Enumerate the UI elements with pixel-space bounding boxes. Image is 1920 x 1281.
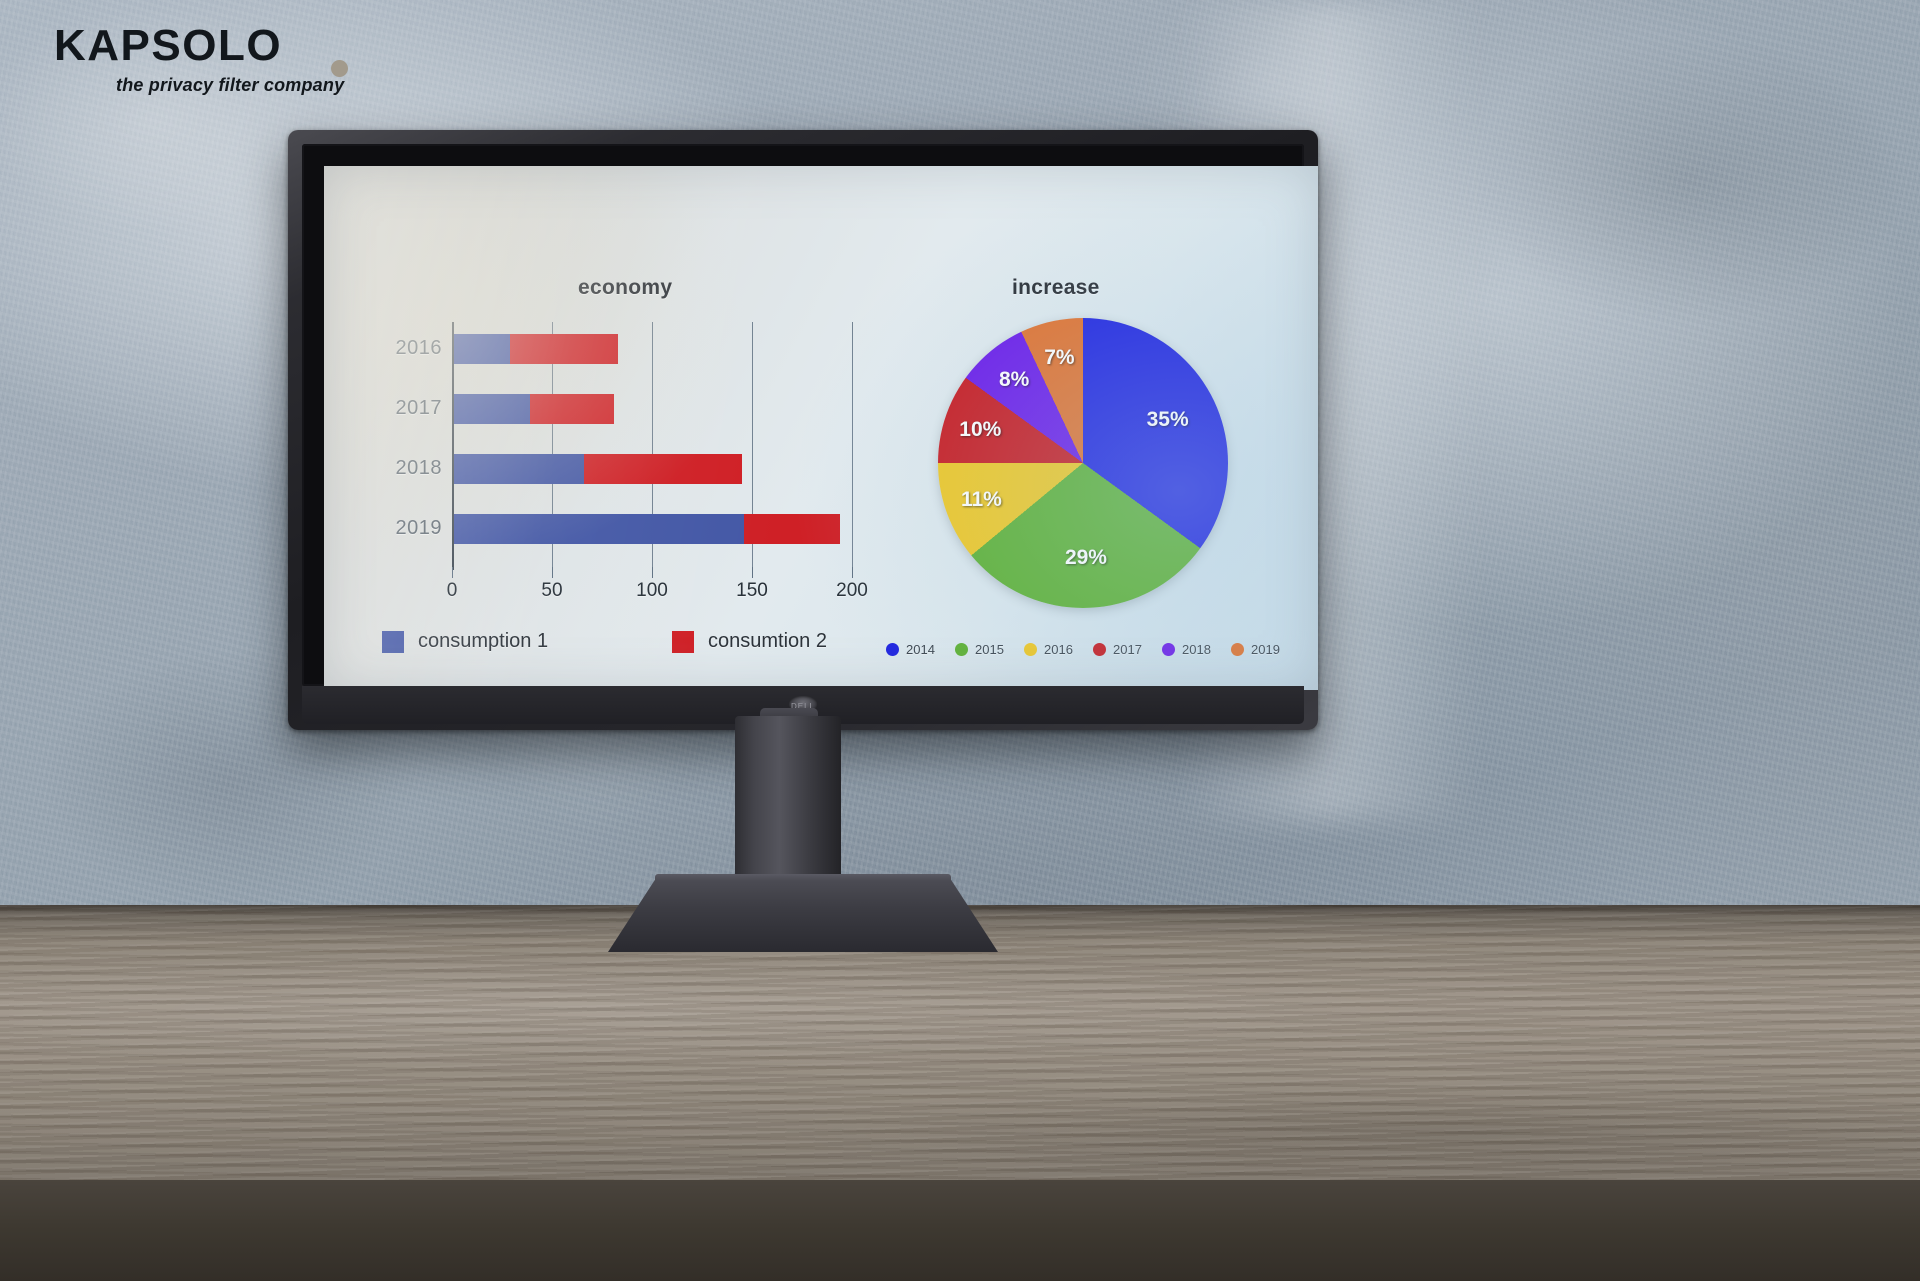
bar-segment-series-2 (510, 334, 618, 364)
pie-chart-legend: 2014 2015 2016 2017 2018 2019 (886, 642, 1306, 664)
table-front-face (0, 1180, 1920, 1281)
pie-legend-item[interactable]: 2019 (1231, 642, 1280, 657)
bar-chart-category-label: 2018 (395, 457, 442, 479)
pie-legend-item[interactable]: 2014 (886, 642, 935, 657)
monitor-bezel-inner: economy 0 50 100 150 200 2016 2017 2018 2019 con… (302, 144, 1318, 690)
bar-chart-gridline (552, 322, 553, 567)
bar-segment-series-1 (454, 514, 744, 544)
bar-chart-legend: consumption 1 consumtion 2 (382, 630, 882, 664)
pie-legend-dot-icon (1024, 643, 1037, 656)
pie-legend-dot-icon (1093, 643, 1106, 656)
pie-legend-label: 2016 (1044, 642, 1073, 657)
bar-chart-bar (454, 454, 854, 484)
brand-name: KAPSOLO (54, 21, 283, 70)
monitor-screen[interactable]: economy 0 50 100 150 200 2016 2017 2018 2019 con… (324, 166, 1318, 690)
bar-segment-series-2 (584, 454, 742, 484)
monitor-vendor-label: DELL (790, 702, 816, 711)
pie-slice-label: 10% (959, 417, 1002, 441)
pie-legend-item[interactable]: 2016 (1024, 642, 1073, 657)
bar-chart-x-ticklabel: 150 (736, 580, 768, 601)
economy-bar-chart: economy 0 50 100 150 200 2016 2017 2018 2019 con… (342, 182, 868, 653)
pie-legend-item[interactable]: 2018 (1162, 642, 1211, 657)
bar-chart-x-ticklabel: 0 (446, 580, 458, 601)
pie-slice-label: 7% (1044, 345, 1075, 369)
bar-segment-series-2 (744, 514, 840, 544)
pie-legend-dot-icon (1231, 643, 1244, 656)
bar-chart-gridline (752, 322, 753, 567)
bar-segment-series-1 (454, 394, 530, 424)
pie-legend-dot-icon (955, 643, 968, 656)
pie-legend-label: 2015 (975, 642, 1004, 657)
kapsolo-logo: KAPSOLO the privacy filter company (54, 24, 474, 96)
bar-legend-label: consumption 1 (418, 630, 549, 652)
bar-legend-item[interactable]: consumtion 2 (672, 630, 827, 653)
pie-legend-dot-icon (886, 643, 899, 656)
pie-slice-label: 11% (960, 487, 1002, 511)
pie-legend-item[interactable]: 2015 (955, 642, 1004, 657)
monitor-stand-base (608, 880, 998, 952)
pie-legend-label: 2014 (906, 642, 935, 657)
brand-tagline: the privacy filter company (116, 75, 345, 95)
bar-chart-gridline (852, 322, 853, 567)
bar-chart-x-tick (552, 567, 553, 578)
monitor-stand-neck (735, 716, 841, 896)
pie-legend-item[interactable]: 2017 (1093, 642, 1142, 657)
bar-chart-category-label: 2016 (395, 337, 442, 359)
bar-chart-bar (454, 514, 854, 544)
pie-slice-label: 8% (998, 367, 1030, 391)
bar-chart-x-ticklabel: 100 (636, 580, 668, 601)
bar-chart-x-tick (752, 567, 753, 578)
bar-chart-category-label: 2017 (395, 397, 442, 419)
bar-chart-x-tick (652, 567, 653, 578)
bar-legend-item[interactable]: consumption 1 (382, 630, 548, 653)
bar-chart-x-ticklabel: 200 (836, 580, 868, 601)
increase-pie-chart: increase 35% 29% 11% 10% 8% 7% 2014 2015 2016 20… (880, 182, 1310, 657)
bar-chart-plot-area: 0 50 100 150 200 2016 2017 2018 2019 (396, 322, 868, 601)
bar-chart-bar (454, 334, 854, 364)
pie-legend-dot-icon (1162, 643, 1175, 656)
computer-monitor: economy 0 50 100 150 200 2016 2017 2018 2019 con… (288, 130, 1318, 730)
bar-legend-label: consumtion 2 (708, 630, 827, 652)
pie-slice-label: 35% (1146, 407, 1189, 431)
pie-legend-label: 2018 (1182, 642, 1211, 657)
pie-legend-label: 2019 (1251, 642, 1280, 657)
pie-chart-title: increase (1012, 276, 1100, 299)
bar-legend-swatch-icon (382, 630, 404, 653)
bar-chart-title: economy (578, 276, 673, 299)
bar-segment-series-1 (454, 334, 510, 364)
bar-chart-category-label: 2019 (395, 517, 442, 539)
bar-segment-series-1 (454, 454, 584, 484)
bar-chart-x-tick (852, 567, 853, 578)
bar-legend-swatch-icon (672, 630, 694, 653)
brand-dot-icon (331, 60, 348, 77)
bar-segment-series-2 (530, 394, 614, 424)
bar-chart-y-axis (452, 322, 454, 570)
pie-legend-label: 2017 (1113, 642, 1142, 657)
bar-chart-bar (454, 394, 854, 424)
bar-chart-x-ticklabel: 50 (541, 580, 563, 601)
bar-chart-gridline (652, 322, 653, 567)
bar-chart-x-tick (452, 567, 453, 578)
pie-slice-label: 29% (1064, 545, 1107, 569)
pie-chart-disc: 35% 29% 11% 10% 8% 7% (938, 318, 1228, 608)
